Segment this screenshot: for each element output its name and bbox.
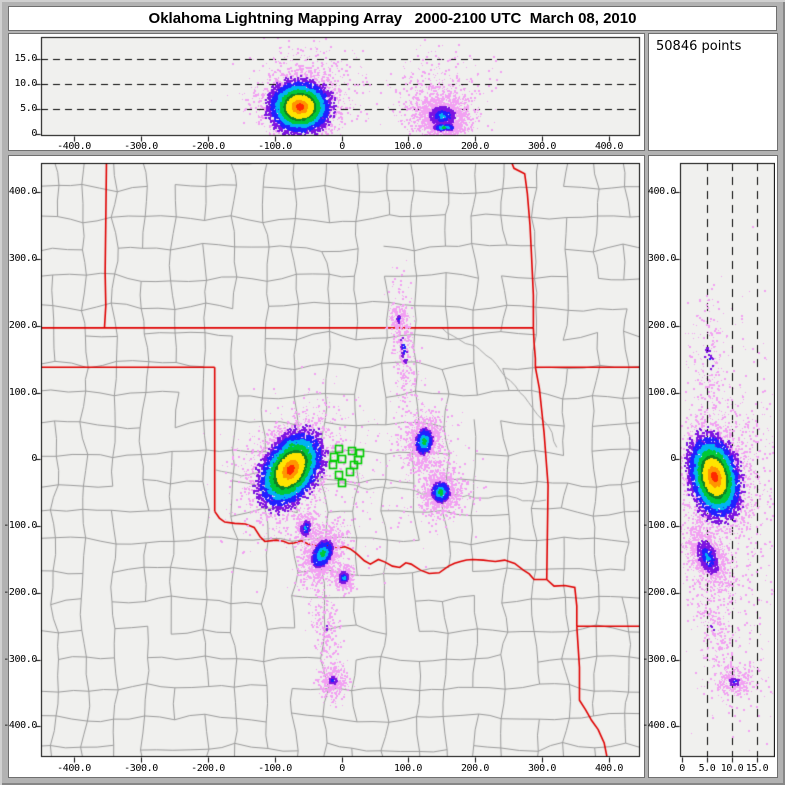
tick-label: -100.0 — [642, 520, 676, 531]
page-title: Oklahoma Lightning Mapping Array 2000-21… — [148, 10, 637, 27]
tick-label: 200.0 — [460, 763, 490, 774]
tick-label: 5.0 — [698, 763, 716, 774]
title-bar: Oklahoma Lightning Mapping Array 2000-21… — [8, 6, 777, 31]
tick-label: 5.0 — [20, 103, 37, 114]
ns-altitude-plot[interactable] — [649, 156, 775, 775]
tick-label: 10.0 — [14, 78, 38, 89]
tick-label: 300.0 — [527, 141, 557, 152]
tick-label: -300.0 — [124, 763, 158, 774]
tick-label: -100.0 — [258, 141, 292, 152]
tick-label: 100.0 — [8, 387, 38, 398]
tick-label: 15.0 — [14, 53, 38, 64]
tick-label: 300.0 — [647, 253, 677, 264]
tick-label: 400.0 — [8, 186, 38, 197]
tick-label: -200.0 — [191, 763, 225, 774]
tick-label: -100.0 — [3, 520, 37, 531]
tick-label: 0 — [670, 453, 676, 464]
points-count-box: 50846 points — [648, 33, 778, 151]
tick-label: 0 — [339, 763, 345, 774]
plan-view-plot[interactable] — [9, 156, 642, 775]
tick-label: -400.0 — [57, 141, 91, 152]
tick-label: 400.0 — [594, 763, 624, 774]
ew-altitude-plot[interactable] — [9, 34, 642, 148]
tick-label: -100.0 — [258, 763, 292, 774]
tick-label: -300.0 — [124, 141, 158, 152]
tick-label: 200.0 — [647, 320, 677, 331]
tick-label: 200.0 — [8, 320, 38, 331]
tick-label: -300.0 — [642, 654, 676, 665]
tick-label: -400.0 — [57, 763, 91, 774]
tick-label: 100.0 — [393, 763, 423, 774]
tick-label: 100.0 — [393, 141, 423, 152]
tick-label: 0 — [31, 128, 37, 139]
plan-view-panel: 400.0 300.0 200.0 100.0 0 -100.0 -200.0 -300.0 -… — [3, 155, 645, 778]
tick-label: -400.0 — [642, 720, 676, 731]
tick-label: -200.0 — [642, 587, 676, 598]
tick-label: 10.0 — [720, 763, 744, 774]
ns-altitude-panel: 400.0 300.0 200.0 100.0 0 -100.0 -200.0 -300.0 -… — [642, 155, 778, 778]
tick-label: 0 — [679, 763, 685, 774]
ew-altitude-panel: 15.0 10.0 5.0 0 -400.0 -300.0 -200.0 -100.0 0 100… — [8, 33, 645, 152]
tick-label: 300.0 — [8, 253, 38, 264]
tick-label: 400.0 — [594, 141, 624, 152]
tick-label: 300.0 — [527, 763, 557, 774]
tick-label: 100.0 — [647, 387, 677, 398]
points-count-label: 50846 points — [656, 39, 742, 54]
tick-label: 0 — [339, 141, 345, 152]
tick-label: 400.0 — [647, 186, 677, 197]
tick-label: -200.0 — [191, 141, 225, 152]
tick-label: -400.0 — [3, 720, 37, 731]
tick-label: -300.0 — [3, 654, 37, 665]
tick-label: 200.0 — [460, 141, 490, 152]
tick-label: -200.0 — [3, 587, 37, 598]
tick-label: 0 — [31, 453, 37, 464]
tick-label: 15.0 — [745, 763, 769, 774]
